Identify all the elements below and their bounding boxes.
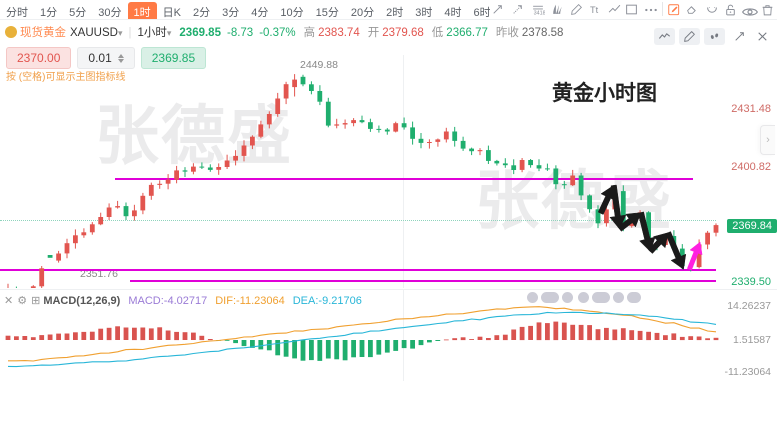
- svg-text:Tt: Tt: [590, 5, 599, 15]
- svg-text:3418: 3418: [534, 10, 545, 16]
